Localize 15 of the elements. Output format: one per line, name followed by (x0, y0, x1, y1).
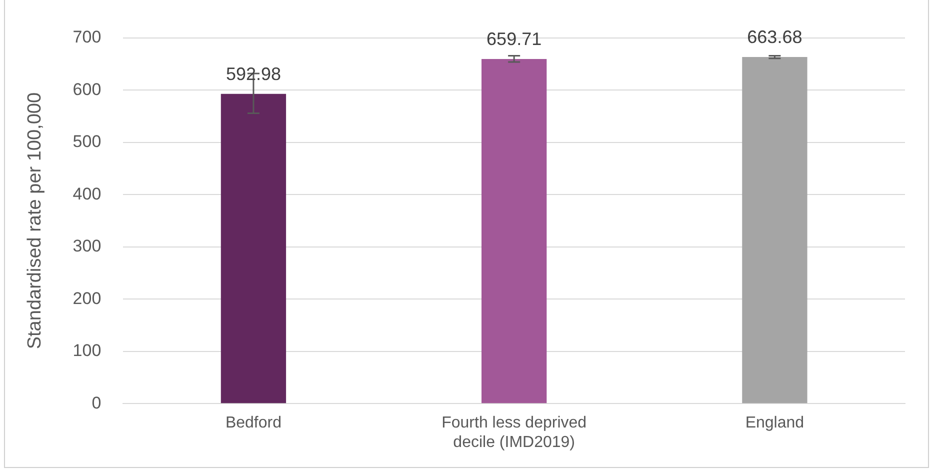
data-label: 592.98 (226, 64, 281, 84)
y-axis-title: Standardised rate per 100,000 (24, 92, 46, 350)
x-tick-label: England (745, 414, 804, 432)
data-label: 663.68 (747, 26, 802, 47)
y-tick-label: 500 (72, 132, 102, 152)
y-tick-label: 400 (72, 184, 102, 204)
y-tick-label: 700 (72, 28, 102, 47)
x-tick-label: Bedford (225, 414, 282, 432)
y-tick-label: 300 (72, 236, 102, 256)
y-tick-label: 100 (72, 341, 102, 360)
y-tick-label: 200 (72, 288, 102, 308)
x-tick-label: Fourth less deprived decile (IMD2019) (442, 414, 587, 451)
y-tick-label: 0 (92, 393, 102, 412)
y-tick-label: 600 (72, 80, 102, 99)
data-label: 659.71 (486, 29, 542, 50)
